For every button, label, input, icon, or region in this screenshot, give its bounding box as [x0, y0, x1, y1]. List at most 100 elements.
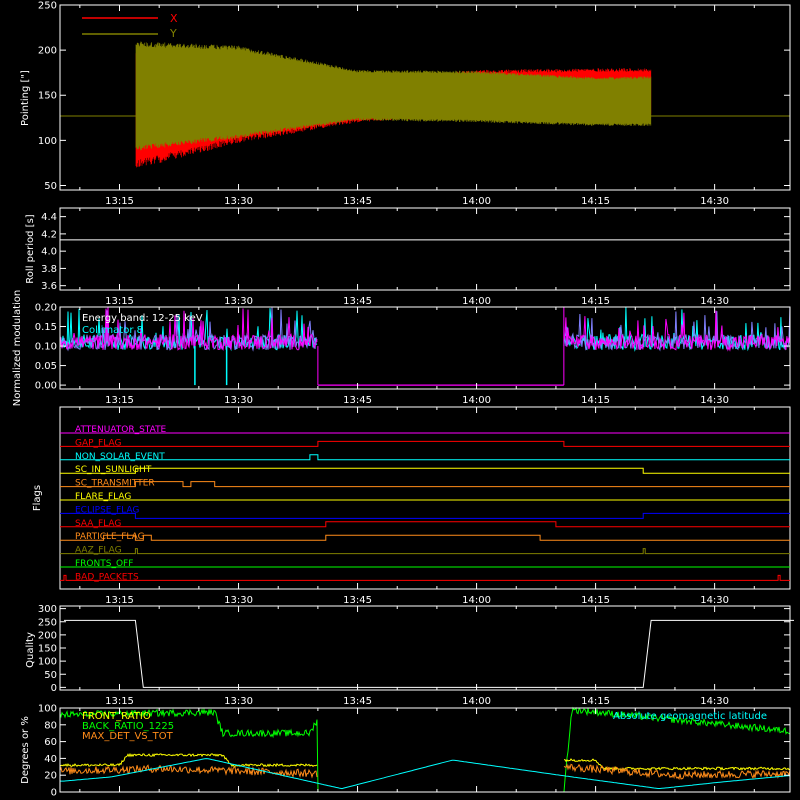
y-tick-label: 250 [38, 617, 57, 628]
time-tick-label: 14:15 [581, 196, 610, 207]
time-tick-label: 14:15 [581, 296, 610, 307]
flag-label: FRONTS_OFF [75, 559, 133, 569]
modulation-magenta [59, 306, 791, 352]
time-tick-label: 13:15 [105, 395, 134, 406]
y-tick-label: 60 [44, 737, 57, 748]
y-tick-label: 0.00 [35, 381, 57, 392]
flags-frame [59, 406, 791, 590]
time-tick-label: 13:15 [105, 196, 134, 207]
flag-trace [60, 512, 790, 519]
roll-axes: 3.6 3.8 4.0 4.2 4.4 13:15 13:30 13:45 14:00 14:15… [41, 208, 790, 307]
flag-label: SC_TRANSMITTER [75, 479, 155, 489]
time-tick-label: 14:00 [462, 196, 491, 207]
flag-trace [60, 548, 790, 555]
flag-trace [60, 454, 790, 461]
y-tick-label: 100 [38, 657, 57, 668]
time-tick-label: 13:15 [105, 595, 134, 606]
modulation-ylabel: Normalized modulation [12, 290, 23, 407]
time-tick-label: 14:30 [700, 395, 729, 406]
modulation-panel: 0.00 0.05 0.10 0.15 0.20 13:15 13:30 13:45 14:00… [12, 290, 791, 407]
y-tick-label: 20 [44, 771, 57, 782]
energy-band-annotation: Energy band: 12-25 keV [82, 313, 203, 324]
time-tick-label: 13:30 [224, 696, 253, 707]
roll-ylabel: Roll period [s] [25, 214, 36, 283]
y-tick-label: 80 [44, 720, 57, 731]
legend-back-ratio: BACK_RATIO_1225 [82, 721, 174, 732]
roll-frame [59, 207, 791, 291]
time-tick-label: 14:15 [581, 395, 610, 406]
flag-trace [60, 440, 790, 447]
time-tick-label: 13:15 [105, 696, 134, 707]
time-tick-label: 13:30 [224, 196, 253, 207]
y-tick-label: 300 [38, 604, 57, 615]
percent-ylabel: Degrees or % [20, 716, 31, 784]
y-tick-label: 40 [44, 754, 57, 765]
time-tick-label: 13:45 [343, 196, 372, 207]
pointing-ylabel: Pointing ["] [20, 70, 31, 126]
flag-label: ECLIPSE_FLAG [75, 505, 139, 515]
quality-plot [64, 619, 794, 688]
flag-trace [60, 521, 790, 528]
time-tick-label: 14:30 [700, 196, 729, 207]
time-tick-label: 14:00 [462, 296, 491, 307]
percent-axes: 0 20 40 60 80 100 [38, 704, 790, 799]
y-tick-label: 50 [44, 181, 57, 192]
modulation-axes: 0.00 0.05 0.10 0.15 0.20 13:15 13:30 13:45 14:00… [35, 303, 790, 406]
legend-y-label: Y [169, 27, 177, 40]
y-tick-label: 3.6 [41, 281, 57, 292]
y-tick-label: 0.10 [35, 342, 57, 353]
time-tick-label: 14:30 [700, 696, 729, 707]
y-tick-label: 200 [38, 46, 57, 57]
series-max-det-vs-tot [59, 763, 791, 781]
quality-ylabel: Quality [25, 632, 36, 668]
legend-front-ratio: FRONT_RATIO [82, 711, 151, 722]
pointing-panel: 50 100 150 200 250 13:15 13:30 13:45 14:00 14:15 1… [20, 1, 791, 207]
quality-line [64, 619, 794, 688]
flags-ylabel: Flags [32, 485, 43, 511]
pointing-axes: 50 100 150 200 250 13:15 13:30 13:45 14:00 14:15 1… [38, 1, 790, 207]
flag-label: NON_SOLAR_EVENT [75, 452, 165, 462]
pointing-plot [60, 41, 790, 168]
y-tick-label: 0.05 [35, 361, 57, 372]
flag-label: FLARE_FLAG [75, 492, 131, 502]
flag-label: ATTENUATOR_STATE [75, 425, 167, 435]
y-tick-label: 250 [38, 1, 57, 12]
flags-panel: ATTENUATOR_STATE GAP_FLAG NON_SOLAR_EVENT S… [32, 406, 791, 606]
time-tick-label: 14:30 [700, 296, 729, 307]
time-tick-label: 13:30 [224, 296, 253, 307]
time-tick-label: 14:00 [462, 696, 491, 707]
flag-label: SAA_FLAG [75, 519, 121, 529]
time-tick-label: 13:30 [224, 395, 253, 406]
time-tick-label: 13:45 [343, 595, 372, 606]
y-tick-label: 100 [38, 704, 57, 715]
time-tick-label: 13:30 [224, 595, 253, 606]
flag-label: BAD_PACKETS [75, 572, 139, 582]
modulation-plot [59, 306, 791, 386]
y-tick-label: 3.8 [41, 264, 57, 275]
series-y [135, 41, 652, 151]
modulation-frame [59, 306, 791, 390]
time-tick-label: 13:45 [343, 696, 372, 707]
flag-label: SC_IN_SUNLIGHT [75, 465, 152, 475]
y-tick-label: 4.4 [41, 212, 57, 223]
flag-label: GAP_FLAG [75, 438, 121, 448]
quality-axes: 0 50 100 150 200 250 300 13:15 13:30 13:45 14:00 14… [38, 604, 790, 707]
y-tick-label: 200 [38, 630, 57, 641]
roll-panel: 3.6 3.8 4.0 4.2 4.4 13:15 13:30 13:45 14:00 14:15… [25, 207, 791, 307]
y-tick-label: 0 [51, 683, 57, 694]
series-absolute-geomagnetic-latitude [60, 758, 791, 790]
y-tick-label: 50 [44, 670, 57, 681]
flag-trace [60, 574, 790, 581]
y-tick-label: 0 [51, 788, 57, 799]
y-tick-label: 0.15 [35, 322, 57, 333]
y-tick-label: 150 [38, 91, 57, 102]
legend-geomag-latitude: Absolute geomagnetic latitude [613, 711, 767, 722]
y-tick-label: 0.20 [35, 303, 57, 314]
time-tick-label: 14:15 [581, 595, 610, 606]
flag-trace [60, 481, 790, 488]
collimator-annotation: Collimator 8 [82, 325, 143, 336]
quality-panel: 0 50 100 150 200 250 300 13:15 13:30 13:45 14:00 14… [25, 604, 794, 707]
time-tick-label: 14:00 [462, 395, 491, 406]
